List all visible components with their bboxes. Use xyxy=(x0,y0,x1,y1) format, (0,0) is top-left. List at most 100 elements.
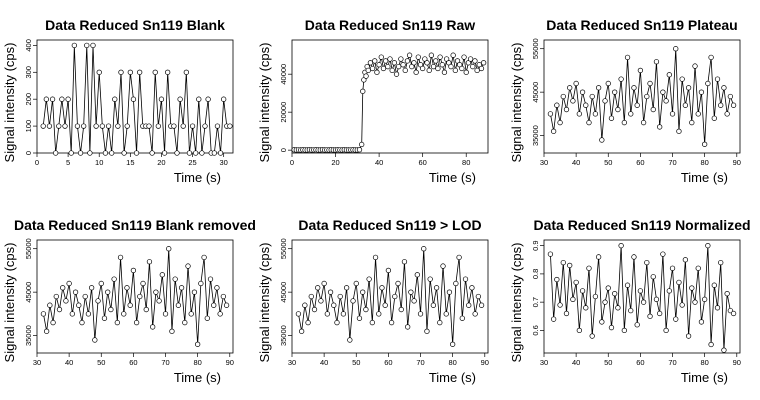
data-point xyxy=(137,69,143,75)
data-point xyxy=(650,106,656,113)
data-point xyxy=(437,54,443,60)
data-point xyxy=(214,285,220,291)
data-point xyxy=(204,315,210,321)
data-point xyxy=(82,293,88,300)
data-point xyxy=(711,115,717,121)
data-point xyxy=(705,242,711,249)
data-point xyxy=(474,67,480,74)
data-point xyxy=(161,150,168,156)
data-point xyxy=(149,150,155,156)
data-point xyxy=(347,337,353,343)
data-point xyxy=(414,272,420,278)
data-point xyxy=(653,59,660,65)
data-point xyxy=(560,93,566,100)
data-point xyxy=(186,150,193,156)
data-point xyxy=(137,293,143,300)
data-point xyxy=(295,311,302,317)
data-point xyxy=(475,293,482,300)
y-tick-label: 35000 xyxy=(279,325,288,346)
data-point xyxy=(369,319,375,326)
data-point xyxy=(618,242,624,249)
plot-frame xyxy=(543,239,741,354)
data-point xyxy=(174,150,180,156)
y-tick-label: 35000 xyxy=(24,325,33,346)
data-point xyxy=(365,67,371,74)
x-tick-label: 60 xyxy=(129,358,137,367)
data-point xyxy=(439,62,445,68)
series-line xyxy=(550,48,734,145)
data-point xyxy=(567,85,573,91)
data-point xyxy=(182,319,188,326)
data-point xyxy=(718,102,724,108)
data-point xyxy=(624,282,631,288)
data-point xyxy=(153,289,159,295)
x-tick-label: 90 xyxy=(733,158,741,167)
data-point xyxy=(71,42,77,49)
x-tick-label: 90 xyxy=(226,358,234,367)
data-point xyxy=(360,88,366,94)
data-point xyxy=(214,123,221,129)
data-point xyxy=(111,276,117,282)
data-point xyxy=(395,280,401,287)
data-point xyxy=(647,313,653,319)
data-point xyxy=(470,63,476,70)
x-tick-label: 40 xyxy=(65,358,73,367)
data-point xyxy=(730,310,737,317)
y-tick-label: 400 xyxy=(24,39,33,52)
x-tick-label: 80 xyxy=(193,358,201,367)
data-point xyxy=(446,289,453,295)
data-point xyxy=(79,319,85,326)
data-point xyxy=(171,123,177,129)
data-point xyxy=(653,296,660,302)
data-point xyxy=(621,327,627,334)
data-point xyxy=(711,282,717,288)
data-point xyxy=(166,246,172,252)
data-point xyxy=(599,319,605,325)
x-axis-label: Time (s) xyxy=(681,370,728,385)
data-point xyxy=(547,111,554,117)
data-point xyxy=(133,319,140,326)
data-point xyxy=(60,285,66,291)
data-point xyxy=(217,150,224,156)
chart-title: Data Reduced Sn119 Raw xyxy=(305,17,476,33)
data-point xyxy=(644,93,650,100)
data-point xyxy=(586,265,592,271)
y-axis-label: Signal intensity (cps) xyxy=(2,243,17,363)
data-point xyxy=(115,123,121,129)
data-point xyxy=(595,254,602,260)
data-point xyxy=(175,302,182,308)
data-point xyxy=(85,311,92,317)
data-point xyxy=(689,119,695,126)
data-point xyxy=(579,89,586,95)
y-tick-label: 0 xyxy=(279,148,288,152)
y-tick-label: 100 xyxy=(24,120,33,133)
x-tick-label: 60 xyxy=(636,358,644,367)
data-point xyxy=(72,289,79,295)
data-point xyxy=(66,280,72,287)
data-point xyxy=(599,137,605,143)
data-point xyxy=(124,285,130,291)
data-point xyxy=(385,63,391,70)
data-point xyxy=(563,310,570,317)
chart-panel-4: Data Reduced Sn119 Blank removed 30 40 50 60… xyxy=(2,217,256,385)
data-point xyxy=(669,111,676,117)
chart-title: Data Reduced Sn119 Blank removed xyxy=(14,217,256,233)
data-point xyxy=(398,56,404,62)
data-point xyxy=(708,341,714,348)
data-point xyxy=(404,58,411,64)
data-point xyxy=(302,302,308,308)
data-point xyxy=(466,302,472,308)
data-point xyxy=(676,128,682,134)
x-tick-label: 30 xyxy=(540,358,548,367)
data-point xyxy=(472,58,478,64)
data-point xyxy=(185,263,191,269)
data-point xyxy=(576,327,582,334)
data-point xyxy=(40,123,46,129)
data-point xyxy=(81,123,87,129)
data-point xyxy=(631,85,637,91)
chart-panel-6: Data Reduced Sn119 Normalized 30 40 50 60 70 8… xyxy=(509,217,751,385)
data-point xyxy=(413,69,419,75)
data-point xyxy=(207,276,214,282)
data-point xyxy=(663,98,669,104)
data-point xyxy=(430,63,437,70)
